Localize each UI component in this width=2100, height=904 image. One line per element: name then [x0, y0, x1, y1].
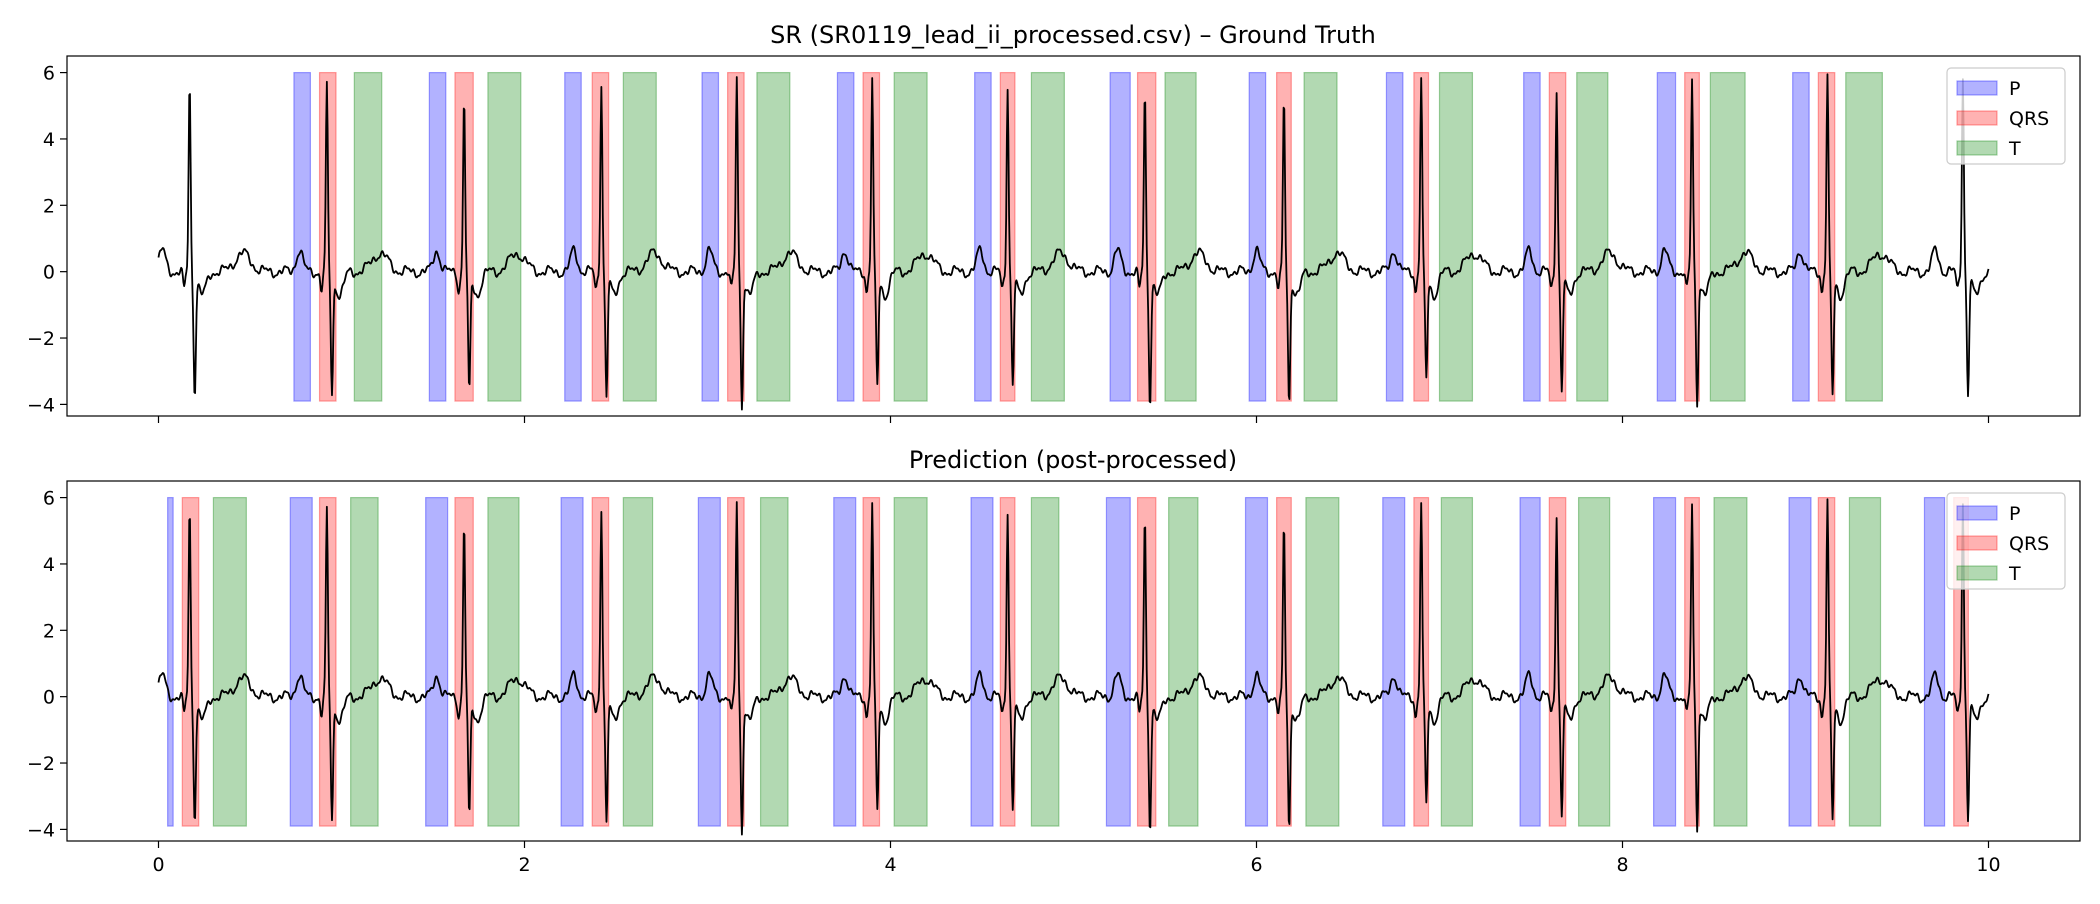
region-t — [1848, 496, 1882, 827]
region-p — [833, 496, 857, 827]
legend-label-qrs: QRS — [2009, 108, 2049, 130]
region-t — [1440, 496, 1474, 827]
region-t — [1168, 496, 1199, 827]
region-p — [1523, 71, 1541, 402]
region-p — [1105, 496, 1131, 827]
region-t — [487, 71, 522, 402]
region-p — [701, 71, 720, 402]
region-qrs — [454, 71, 474, 402]
region-qrs — [454, 496, 474, 827]
region-t — [622, 71, 657, 402]
region-p — [697, 496, 721, 827]
legend-swatch-p — [1956, 80, 1998, 96]
y-tick-label: −2 — [27, 328, 55, 350]
y-tick-label: 6 — [43, 488, 55, 510]
region-p — [428, 71, 447, 402]
region-t — [1030, 496, 1060, 827]
prediction-panel: Prediction (post-processed) −4 −2 0 2 4 6 0 2 4 6… — [27, 446, 2081, 876]
region-p — [1788, 496, 1812, 827]
region-t — [622, 496, 654, 827]
legend-label-qrs: QRS — [2009, 533, 2049, 555]
ecg-signal-line — [157, 498, 1990, 836]
x-tick-label: 6 — [1250, 854, 1262, 876]
region-t — [1030, 71, 1065, 402]
region-p — [1519, 496, 1541, 827]
region-p — [1792, 71, 1810, 402]
region-t — [1305, 496, 1340, 827]
region-p — [974, 71, 992, 402]
plot-frame — [66, 480, 2081, 842]
legend-label-t: T — [2008, 563, 2021, 585]
region-t — [1845, 71, 1883, 402]
region-p — [1248, 71, 1267, 402]
prediction-title: Prediction (post-processed) — [909, 446, 1237, 474]
region-p — [1385, 71, 1404, 402]
y-tick-label: 2 — [43, 620, 55, 642]
legend-label-p: P — [2009, 78, 2020, 100]
region-t — [1713, 496, 1748, 827]
region-t — [1438, 71, 1474, 402]
region-p — [560, 496, 584, 827]
region-p — [970, 496, 994, 827]
region-p — [1656, 71, 1677, 402]
x-tick-label: 4 — [884, 854, 896, 876]
region-p — [1244, 496, 1269, 827]
region-t — [756, 71, 791, 402]
legend: P QRS T — [1946, 492, 2066, 590]
legend: P QRS T — [1946, 67, 2066, 165]
y-tick-label: 0 — [43, 262, 55, 284]
legend-box — [1946, 67, 2066, 165]
region-p — [1653, 496, 1677, 827]
y-tick-label: 0 — [43, 687, 55, 709]
region-p — [1109, 71, 1131, 402]
y-tick-label: 2 — [43, 195, 55, 217]
x-tick-label: 0 — [152, 854, 164, 876]
ground-truth-title: SR (SR0119_lead_ii_processed.csv) – Grou… — [770, 21, 1376, 49]
region-p — [425, 496, 449, 827]
y-tick-label: −4 — [27, 819, 55, 841]
ecg-signal-line — [157, 73, 1990, 411]
legend-swatch-t — [1956, 565, 1998, 581]
region-p — [1923, 496, 1946, 827]
legend-swatch-p — [1956, 505, 1998, 521]
region-p — [836, 71, 855, 402]
x-tick-label: 2 — [518, 854, 530, 876]
region-p — [564, 71, 582, 402]
y-tick-label: −2 — [27, 753, 55, 775]
region-t — [1577, 496, 1611, 827]
region-t — [350, 496, 379, 827]
region-t — [893, 71, 928, 402]
region-t — [212, 496, 247, 827]
region-qrs — [318, 496, 337, 827]
region-t — [1576, 71, 1609, 402]
region-t — [759, 496, 789, 827]
ground-truth-panel: SR (SR0119_lead_ii_processed.csv) – Grou… — [27, 21, 2081, 423]
y-tick-label: 4 — [43, 129, 55, 151]
region-t — [1303, 71, 1338, 402]
y-tick-label: 4 — [43, 554, 55, 576]
region-qrs — [318, 71, 337, 402]
region-t — [353, 71, 383, 402]
region-t — [1709, 71, 1746, 402]
region-p — [293, 71, 311, 402]
region-t — [487, 496, 520, 827]
region-p — [289, 496, 313, 827]
legend-swatch-qrs — [1956, 110, 1998, 126]
y-tick-label: −4 — [27, 394, 55, 416]
legend-box — [1946, 492, 2066, 590]
y-tick-label: 6 — [43, 63, 55, 85]
legend-swatch-qrs — [1956, 535, 1998, 551]
legend-label-t: T — [2008, 138, 2021, 160]
region-p — [167, 496, 174, 827]
legend-swatch-t — [1956, 140, 1998, 156]
region-t — [1164, 71, 1197, 402]
region-t — [893, 496, 928, 827]
legend-label-p: P — [2009, 503, 2020, 525]
x-tick-label: 8 — [1616, 854, 1628, 876]
plot-frame — [66, 55, 2081, 417]
x-tick-label: 10 — [1976, 854, 2000, 876]
region-p — [1382, 496, 1406, 827]
